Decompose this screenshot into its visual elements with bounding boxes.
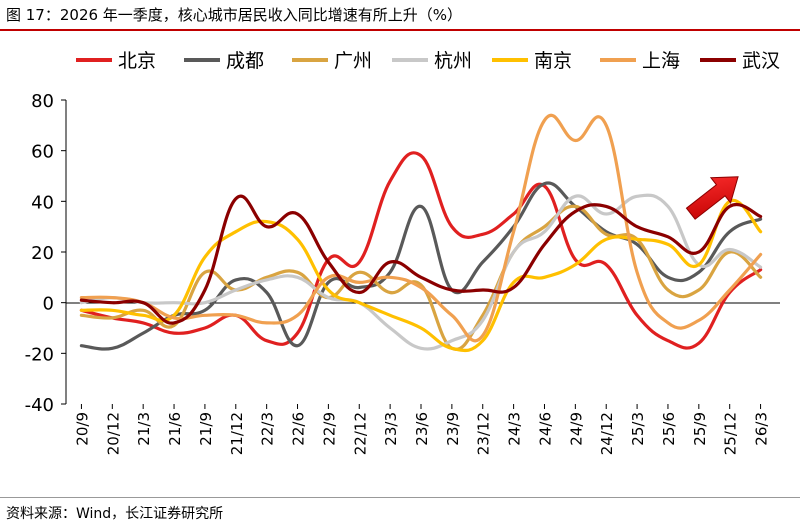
- x-tick-label: 21/3: [135, 412, 153, 446]
- series-line-2: [79, 181, 763, 351]
- x-tick-label: 23/3: [382, 412, 400, 446]
- y-tick-label: 40: [31, 192, 54, 213]
- y-tick-label: 60: [31, 142, 54, 163]
- legend-label: 广州: [334, 50, 372, 72]
- legend: 北京 成都 广州 杭州 南京 上海 武汉: [76, 50, 780, 72]
- x-tick-label: 23/12: [475, 412, 493, 455]
- x-tick-label: 25/6: [660, 412, 678, 446]
- x-tick-label: 26/3: [753, 412, 771, 446]
- legend-label: 武汉: [742, 50, 780, 72]
- y-tick-label: 0: [43, 294, 54, 315]
- x-tick-label: 20/9: [73, 412, 91, 446]
- x-tick-label: 25/12: [722, 412, 740, 455]
- y-ticks: -40 -20 0 20 40 60 80: [25, 91, 66, 416]
- series-lines: [79, 113, 763, 353]
- axes: [65, 100, 780, 404]
- series-line-3: [79, 204, 763, 351]
- series-line-7: [79, 194, 763, 325]
- title-rule: [0, 29, 800, 31]
- x-tick-label: 25/3: [629, 412, 647, 446]
- y-tick-label: 80: [31, 91, 54, 112]
- x-tick-label: 24/6: [536, 412, 554, 446]
- x-tick-label: 22/12: [351, 412, 369, 455]
- y-tick-label: 20: [31, 243, 54, 264]
- x-tick-label: 21/12: [228, 412, 246, 455]
- x-tick-label: 21/9: [197, 412, 215, 446]
- chart-title: 图 17：2026 年一季度，核心城市居民收入同比增速有所上升（%）: [6, 6, 463, 24]
- x-tick-label: 25/9: [691, 412, 709, 446]
- x-ticks: 20/9 20/12 21/3 21/6 21/9 21/12 22/3 22/6 22/9 22…: [73, 404, 771, 455]
- legend-label: 成都: [226, 50, 264, 72]
- x-tick-label: 22/3: [259, 412, 277, 446]
- x-tick-label: 23/9: [444, 412, 462, 446]
- series-line-5: [79, 198, 763, 353]
- series-line-6: [79, 113, 763, 343]
- legend-label: 南京: [534, 50, 572, 72]
- source-note: 资料来源：Wind，长江证券研究所: [6, 506, 224, 522]
- x-tick-label: 22/9: [320, 412, 338, 446]
- y-tick-label: -40: [25, 395, 54, 416]
- series-line-1: [79, 151, 763, 350]
- x-tick-label: 23/6: [413, 412, 431, 446]
- source-rule: [0, 497, 800, 498]
- x-tick-label: 20/12: [104, 412, 122, 455]
- x-tick-label: 22/6: [290, 412, 308, 446]
- x-tick-label: 21/6: [166, 412, 184, 446]
- x-tick-label: 24/3: [506, 412, 524, 446]
- legend-label: 北京: [118, 50, 156, 72]
- line-chart: 北京 成都 广州 杭州 南京 上海 武汉 -40 -20 0 20 40 60 80 20/9 20/12…: [25, 50, 780, 455]
- trend-arrow-icon: [685, 176, 739, 220]
- legend-label: 上海: [642, 50, 680, 72]
- legend-label: 杭州: [434, 50, 472, 72]
- x-tick-label: 24/12: [598, 412, 616, 455]
- x-tick-label: 24/9: [567, 412, 585, 446]
- y-tick-label: -20: [25, 344, 54, 365]
